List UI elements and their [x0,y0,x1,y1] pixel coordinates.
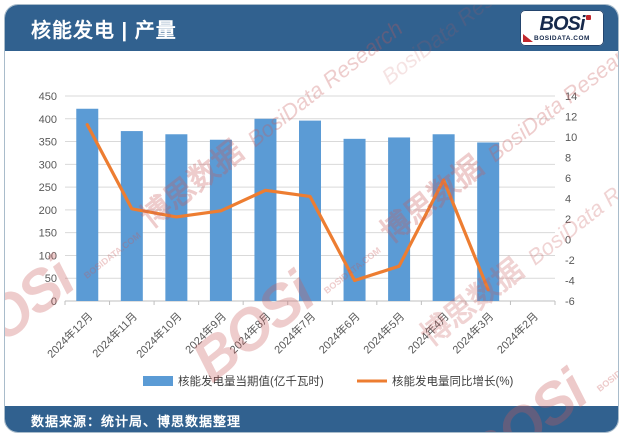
svg-text:12: 12 [565,112,577,124]
svg-text:-6: -6 [565,296,575,308]
svg-text:4: 4 [565,194,571,206]
svg-text:2024年5月: 2024年5月 [360,309,407,356]
svg-text:6: 6 [565,173,571,185]
bosi-logo: BOSi BOSIDATA.COM [520,10,604,46]
logo-red-triangle-icon [523,34,533,42]
footer-bar: 数据来源：统计局、博思数据整理 [5,406,618,432]
svg-text:450: 450 [39,91,57,103]
svg-text:2: 2 [565,214,571,226]
logo-red-dot-icon [586,15,591,20]
svg-text:2024年4月: 2024年4月 [405,309,452,356]
svg-text:2024年7月: 2024年7月 [271,309,318,356]
svg-text:核能发电量同比增长(%): 核能发电量同比增长(%) [392,374,514,388]
chart-svg: 0 50 100 150 200 250 300 350 400 450 -6 -4 -2 0 2 4 6 8 10… [39,91,578,388]
svg-text:400: 400 [39,114,57,126]
svg-text:150: 150 [39,228,57,240]
svg-text:核能发电量当期值(亿千瓦时): 核能发电量当期值(亿千瓦时) [178,374,324,388]
svg-text:50: 50 [45,273,57,285]
svg-text:300: 300 [39,159,57,171]
svg-text:-2: -2 [565,255,575,267]
logo-domain-text: BOSIDATA.COM [534,35,590,42]
svg-text:200: 200 [39,205,57,217]
svg-text:2024年2月: 2024年2月 [494,309,541,356]
svg-text:100: 100 [39,250,57,262]
svg-text:8: 8 [565,153,571,165]
svg-text:-4: -4 [565,276,575,288]
logo-wordmark: BOSi [539,13,586,35]
svg-text:2024年3月: 2024年3月 [449,309,496,356]
report-card: 核能发电 | 产量 BOSi BOSIDATA.COM 0 50 100 150 200… [4,4,619,433]
data-source-text: 数据来源：统计局、博思数据整理 [31,413,242,429]
svg-text:14: 14 [565,91,577,103]
chart-area: 0 50 100 150 200 250 300 350 400 450 -6 -4 -2 0 2 4 6 8 10… [5,51,618,406]
svg-text:250: 250 [39,182,57,194]
svg-text:2024年8月: 2024年8月 [226,309,273,356]
svg-text:0: 0 [51,296,57,308]
svg-text:2024年12月: 2024年12月 [44,309,95,360]
header-bar: 核能发电 | 产量 BOSi BOSIDATA.COM [5,5,618,51]
svg-text:0: 0 [565,235,571,247]
svg-text:10: 10 [565,132,577,144]
page-title: 核能发电 | 产量 [31,19,177,42]
svg-text:2024年9月: 2024年9月 [182,309,229,356]
svg-text:2024年11月: 2024年11月 [89,309,140,360]
svg-text:2024年10月: 2024年10月 [133,309,184,360]
svg-text:2024年6月: 2024年6月 [316,309,363,356]
svg-text:350: 350 [39,137,57,149]
